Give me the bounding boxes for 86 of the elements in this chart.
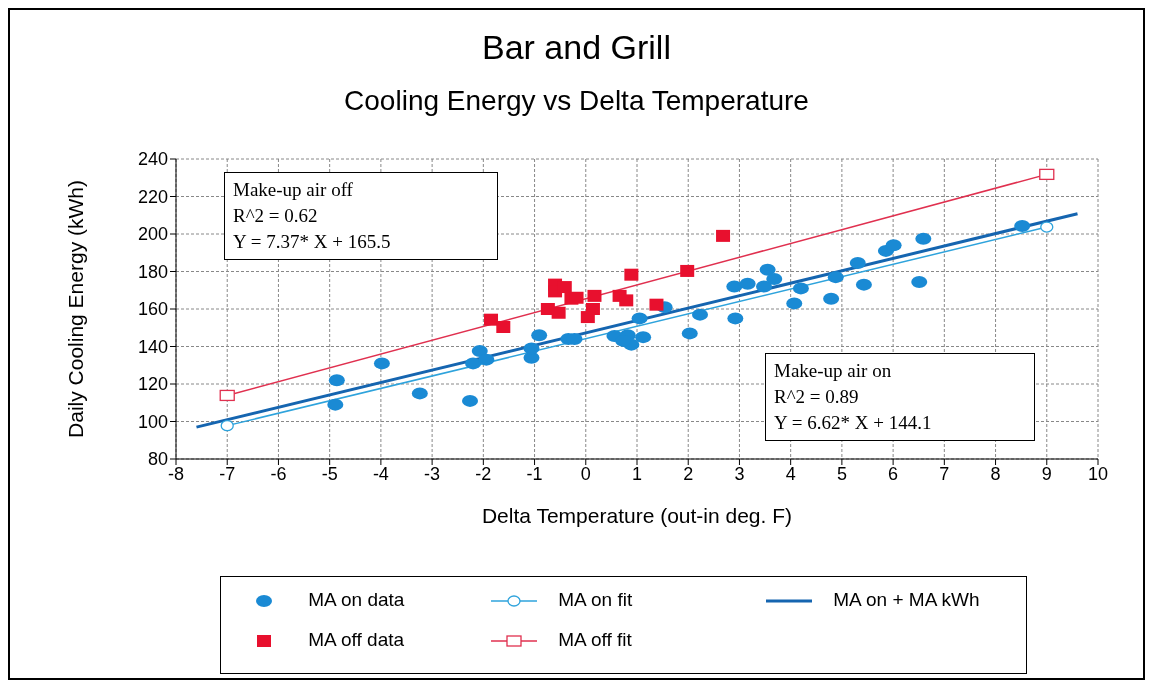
- point: [523, 342, 540, 355]
- point: [727, 312, 744, 325]
- point: [756, 280, 773, 293]
- point: [885, 239, 902, 252]
- x-tick-label: 9: [1041, 463, 1052, 484]
- y-tick-label: 240: [137, 149, 168, 170]
- point: [739, 277, 756, 290]
- y-tick-label: 140: [137, 336, 168, 357]
- point: [220, 419, 234, 432]
- point: [631, 312, 648, 325]
- point: [624, 268, 639, 281]
- point: [823, 292, 840, 305]
- legend-label: MA on fit: [558, 589, 633, 610]
- point: [649, 298, 664, 311]
- point: [484, 313, 499, 326]
- y-tick-label: 120: [137, 374, 168, 395]
- point: [849, 257, 866, 270]
- chart-subtitle: Cooling Energy vs Delta Temperature: [343, 85, 810, 117]
- point: [462, 394, 479, 407]
- point: [580, 311, 595, 324]
- legend-label: MA off fit: [558, 629, 632, 650]
- point: [411, 387, 428, 400]
- x-tick-label: -4: [372, 463, 389, 484]
- legend-label: MA off data: [308, 629, 405, 650]
- x-tick-label: -1: [526, 463, 543, 484]
- legend-label: MA on + MA kWh: [833, 589, 980, 610]
- point: [551, 306, 566, 319]
- x-tick-label: 4: [785, 463, 796, 484]
- x-tick-label: 1: [631, 463, 643, 484]
- x-tick-label: 0: [580, 463, 591, 484]
- point: [619, 294, 634, 307]
- legend-label: MA on data: [308, 589, 405, 610]
- annotation: Make-up air off R^2 = 0.62 Y = 7.37* X + 165.5: [233, 178, 392, 254]
- point: [915, 232, 932, 245]
- x-axis-title: Delta Temperature (out-in deg. F): [481, 504, 793, 527]
- note-box: Make-up air on R^2 = 0.89 Y = 6.62* X + 144.1: [765, 353, 1035, 441]
- point: [681, 327, 698, 340]
- y-tick-label: 100: [137, 411, 168, 432]
- x-tick-label: 8: [990, 463, 1001, 484]
- note-box: Make-up air off R^2 = 0.62 Y = 7.37* X + 165.5: [224, 172, 498, 260]
- annotation: Make-up air on R^2 = 0.89 Y = 6.62* X + 144.1: [774, 359, 933, 435]
- point: [531, 329, 548, 342]
- y-axis-title: Daily Cooling Energy (kWh): [64, 180, 88, 438]
- point: [692, 308, 708, 321]
- y-tick-label: 200: [137, 224, 168, 245]
- x-tick-label: 7: [939, 463, 950, 484]
- point: [827, 271, 844, 284]
- point: [759, 263, 776, 276]
- point: [635, 331, 652, 344]
- x-tick-label: -2: [475, 463, 492, 484]
- y-tick-label: 220: [137, 186, 168, 207]
- x-tick-label: 3: [734, 463, 745, 484]
- point: [911, 276, 928, 288]
- chart-title: Bar and Grill: [481, 28, 672, 67]
- y-tick-label: 180: [137, 261, 168, 282]
- point: [373, 357, 390, 370]
- point: [766, 273, 783, 285]
- point: [496, 321, 511, 333]
- x-tick-label: -7: [219, 463, 236, 484]
- point: [680, 264, 695, 277]
- point: [471, 345, 488, 357]
- point: [569, 291, 584, 304]
- point: [792, 282, 809, 295]
- point: [478, 353, 495, 366]
- point: [465, 357, 482, 370]
- point: [726, 280, 743, 293]
- y-tick-label: 80: [147, 449, 168, 470]
- point: [587, 289, 602, 302]
- x-tick-label: 2: [683, 463, 694, 484]
- point: [328, 374, 345, 387]
- point: [1039, 168, 1055, 181]
- y-tick-label: 160: [137, 299, 168, 320]
- x-tick-label: -5: [321, 463, 338, 484]
- x-tick-label: -8: [167, 463, 185, 484]
- point: [855, 278, 872, 291]
- point: [1040, 221, 1054, 233]
- x-tick-label: 10: [1087, 463, 1109, 484]
- point: [327, 398, 344, 411]
- point: [1014, 219, 1031, 232]
- x-tick-label: 6: [888, 463, 899, 484]
- x-tick-label: -3: [424, 463, 441, 484]
- x-tick-label: -6: [270, 463, 287, 484]
- x-tick-label: 5: [836, 463, 847, 484]
- point: [786, 297, 803, 310]
- point: [716, 229, 731, 242]
- point: [219, 389, 235, 402]
